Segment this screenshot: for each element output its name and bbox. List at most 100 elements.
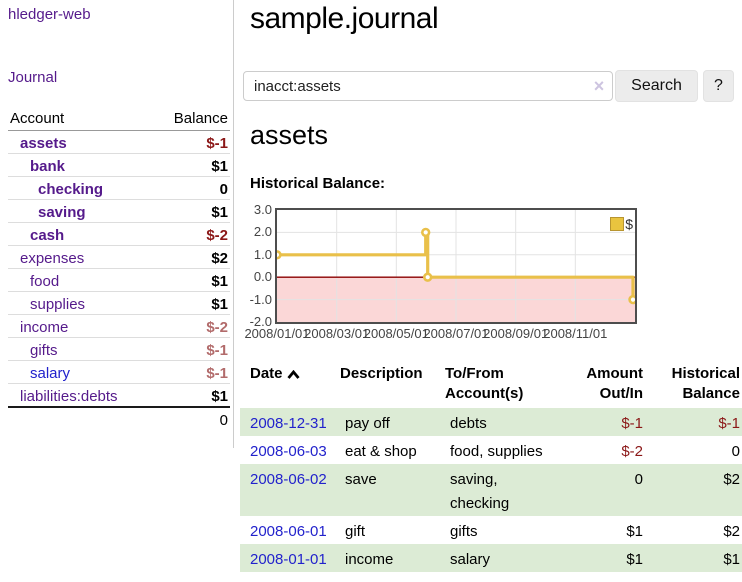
transaction-balance: $2 xyxy=(723,523,740,540)
register-header-accounts: To/From Account(s) xyxy=(445,365,524,402)
account-balance: $1 xyxy=(152,291,230,315)
search-input[interactable] xyxy=(243,71,613,101)
y-tick: 0.0 xyxy=(253,269,272,284)
account-link-expenses[interactable]: expenses xyxy=(20,250,85,267)
transaction-description: save xyxy=(345,471,377,488)
account-heading: assets xyxy=(250,120,329,150)
transaction-date-link[interactable]: 2008-06-02 xyxy=(250,471,327,488)
register-header-amount: Amount Out/In xyxy=(586,365,643,402)
account-link-bank[interactable]: bank xyxy=(30,158,66,175)
register-row: 2008-06-03 eat & shop food, supplies $-2… xyxy=(240,436,742,464)
transaction-amount: $1 xyxy=(626,551,643,568)
legend-label: $ xyxy=(625,216,633,232)
account-balance: $-1 xyxy=(152,130,230,154)
transaction-description: gift xyxy=(345,523,366,540)
transaction-amount: $1 xyxy=(626,523,643,540)
register-row: 2008-12-31 pay off debts $-1 $-1 xyxy=(240,408,742,436)
account-link-assets[interactable]: assets xyxy=(20,135,67,152)
search-button[interactable]: Search xyxy=(615,70,698,102)
account-row-bank: bank $1 xyxy=(8,153,230,177)
account-link-salary[interactable]: salary xyxy=(30,365,71,382)
chart-canvas xyxy=(272,210,638,322)
y-tick: -1.0 xyxy=(249,292,272,307)
account-balance: $1 xyxy=(152,199,230,223)
transaction-description: pay off xyxy=(345,415,390,432)
transaction-accounts: gifts xyxy=(450,523,478,540)
app-brand-link[interactable]: hledger-web xyxy=(8,6,91,23)
account-balance: $-2 xyxy=(152,314,230,338)
y-tick: 3.0 xyxy=(253,202,272,217)
account-row-gifts: gifts $-1 xyxy=(8,337,230,361)
transaction-date-link[interactable]: 2008-06-01 xyxy=(250,523,327,540)
account-balance: $1 xyxy=(152,268,230,292)
transaction-accounts: saving, checking xyxy=(450,471,510,512)
register-header-date[interactable]: Date xyxy=(240,362,340,408)
transaction-accounts: debts xyxy=(450,415,487,432)
account-row-saving: saving $1 xyxy=(8,199,230,223)
y-tick: 2.0 xyxy=(253,224,272,239)
account-balance: $1 xyxy=(152,153,230,177)
account-row-salary: salary $-1 xyxy=(8,360,230,384)
register-row: 2008-06-02 save saving, checking 0 $2 xyxy=(240,464,742,516)
accounts-total-value: 0 xyxy=(152,405,230,430)
sidebar-divider xyxy=(233,0,234,448)
chart-title: Historical Balance: xyxy=(250,175,386,192)
y-tick: -2.0 xyxy=(249,314,272,329)
transaction-balance: 0 xyxy=(731,443,740,460)
transaction-balance: $2 xyxy=(723,471,740,488)
account-row-expenses: expenses $2 xyxy=(8,245,230,269)
account-row-liabilities-debts: liabilities:debts $1 xyxy=(8,384,230,407)
clear-search-icon[interactable]: × xyxy=(593,76,605,96)
account-link-income[interactable]: income xyxy=(20,319,69,336)
transaction-date-link[interactable]: 2008-06-03 xyxy=(250,443,327,460)
transactions-register-table: Date Description To/From Account(s) Amou… xyxy=(240,362,742,572)
account-row-food: food $1 xyxy=(8,268,230,292)
legend-swatch xyxy=(610,217,625,231)
account-link-cash[interactable]: cash xyxy=(30,227,65,244)
account-link-gifts[interactable]: gifts xyxy=(30,342,58,359)
accounts-header-balance: Balance xyxy=(152,106,230,131)
account-link-checking[interactable]: checking xyxy=(38,181,104,198)
transaction-amount: $-2 xyxy=(621,443,643,460)
x-tick: 2008/11/01 xyxy=(543,326,608,341)
transaction-date-link[interactable]: 2008-01-01 xyxy=(250,551,327,568)
register-row: 2008-06-01 gift gifts $1 $2 xyxy=(240,516,742,544)
transaction-balance: $1 xyxy=(723,551,740,568)
page-title: sample.journal xyxy=(250,2,439,35)
x-tick: 2008/05/01 xyxy=(363,326,429,341)
accounts-balance-table: Account Balance assets $-1 bank $1 check… xyxy=(8,106,230,430)
register-header-balance: Historical Balance xyxy=(671,365,740,402)
x-tick: 2008/01/01 xyxy=(244,326,310,341)
account-balance: $-1 xyxy=(152,360,230,384)
help-button[interactable]: ? xyxy=(703,70,734,102)
register-row: 2008-01-01 income salary $1 $1 xyxy=(240,544,742,572)
chart-legend: $ xyxy=(610,216,633,232)
account-balance: $-2 xyxy=(152,222,230,246)
accounts-header-account: Account xyxy=(8,106,153,131)
account-balance: $2 xyxy=(152,245,230,269)
transaction-description: income xyxy=(345,551,394,568)
historical-balance-chart: $ xyxy=(272,208,638,324)
account-balance: $-1 xyxy=(152,337,230,361)
register-header-description: Description xyxy=(340,365,423,382)
x-tick: 2008/07/01 xyxy=(423,326,489,341)
transaction-accounts: food, supplies xyxy=(450,443,543,460)
account-row-checking: checking 0 xyxy=(8,176,230,200)
account-link-saving[interactable]: saving xyxy=(38,204,86,221)
accounts-total-row: 0 xyxy=(8,405,230,430)
transaction-date-link[interactable]: 2008-12-31 xyxy=(250,415,327,432)
account-link-food[interactable]: food xyxy=(30,273,60,290)
account-balance: $1 xyxy=(211,387,228,405)
sidebar-item-journal[interactable]: Journal xyxy=(8,69,58,86)
transaction-amount: $-1 xyxy=(621,415,643,432)
account-row-income: income $-2 xyxy=(8,314,230,338)
x-tick: 2008/09/01 xyxy=(483,326,549,341)
account-link-liabilities-debts[interactable]: liabilities:debts xyxy=(20,387,118,405)
account-link-supplies[interactable]: supplies xyxy=(30,296,86,313)
transaction-amount: 0 xyxy=(634,471,643,488)
transaction-balance: $-1 xyxy=(718,415,740,432)
transaction-description: eat & shop xyxy=(345,443,417,460)
account-balance: 0 xyxy=(152,176,230,200)
sort-ascending-icon[interactable] xyxy=(286,370,300,379)
transaction-accounts: salary xyxy=(450,551,491,568)
